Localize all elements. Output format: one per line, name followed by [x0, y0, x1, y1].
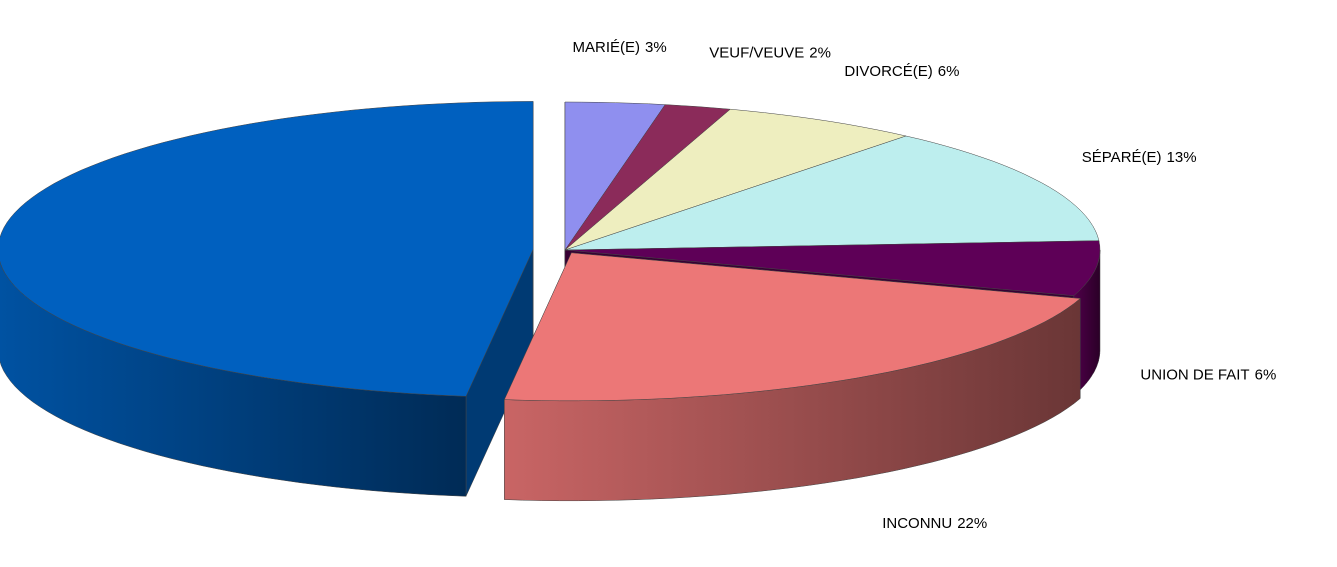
slice-label: INCONNU 22% — [882, 515, 987, 532]
label-category: DIVORCÉ(E) — [844, 63, 932, 80]
slice — [564, 101, 666, 251]
labels: MARIÉ(E) 3% VEUF/VEUVE 2% DIVORCÉ(E) 6% SÉPARÉ… — [572, 39, 1276, 532]
label-value: 3% — [645, 39, 667, 56]
slice — [0, 101, 534, 397]
slice-tops — [0, 101, 1101, 402]
label-category: SÉPARÉ(E) — [1082, 149, 1162, 166]
slice-label: DIVORCÉ(E) 6% — [844, 63, 959, 80]
label-value: 6% — [1255, 366, 1277, 383]
slice-label: VEUF/VEUVE 2% — [709, 44, 831, 61]
label-category: MARIÉ(E) — [572, 39, 640, 56]
slice — [564, 135, 1100, 251]
label-category: INCONNU — [882, 515, 952, 532]
label-category: UNION DE FAIT — [1140, 366, 1249, 383]
label-value: 13% — [1167, 149, 1197, 166]
slice-label: UNION DE FAIT 6% — [1140, 366, 1276, 383]
slice-label: MARIÉ(E) 3% — [572, 39, 666, 56]
label-category: VEUF/VEUVE — [709, 44, 804, 61]
label-value: 22% — [957, 515, 987, 532]
slice — [504, 252, 1081, 402]
slice — [564, 108, 907, 251]
label-value: 2% — [809, 44, 831, 61]
slice-label: SÉPARÉ(E) 13% — [1082, 149, 1197, 166]
label-value: 6% — [938, 63, 960, 80]
slice — [564, 240, 1101, 296]
